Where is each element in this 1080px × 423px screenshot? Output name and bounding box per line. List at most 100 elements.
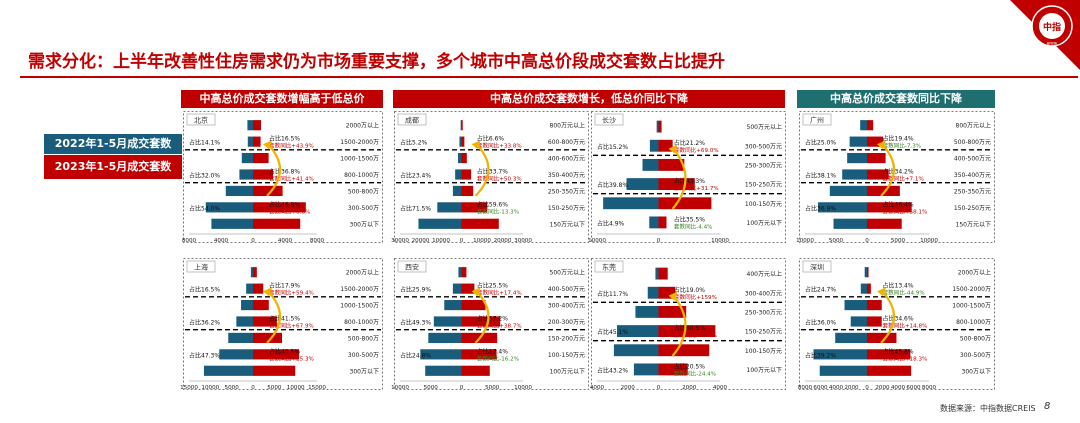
bar-2022	[437, 202, 462, 213]
section-header-1: 中高总价成交套数增幅高于低总价	[181, 90, 383, 108]
x-tick-label: 10000	[514, 385, 532, 391]
bar-2023	[461, 120, 463, 131]
trend-arrowhead	[877, 140, 886, 150]
share-2023: 占比34.6%	[883, 315, 914, 323]
chart-guangzhou: 广州 800万元以上 500-800万元 400-500万元 350-400万元 250-…	[796, 111, 995, 244]
city-tag	[802, 113, 832, 126]
category-label: 400万元以上	[747, 270, 782, 278]
bar-2023	[461, 267, 467, 278]
bar-2022	[455, 169, 462, 180]
category-label: 400-600万元	[548, 156, 585, 163]
bar-2023	[253, 218, 301, 229]
x-tick-label: 10000	[201, 385, 219, 391]
share-2022: 占比24.7%	[805, 286, 836, 294]
share-2023: 占比57.2%	[477, 315, 508, 323]
bar-2022	[864, 267, 867, 278]
share-2022: 占比36.0%	[805, 319, 836, 327]
trend-arrow	[671, 146, 687, 210]
share-2023: 占比21.2%	[674, 139, 705, 147]
share-2023: 占比45.8%	[883, 347, 914, 355]
x-tick-label: 2000	[621, 385, 636, 391]
category-label: 350-400万元	[548, 172, 585, 179]
bar-2022	[228, 332, 253, 344]
bar-2023	[867, 169, 889, 180]
bar-2022	[633, 363, 659, 376]
chart-xian: 西安 500万元以上 400-500万元 300-400万元 200-300万元 150-…	[391, 258, 589, 391]
category-label: 1000-1500万	[340, 156, 379, 163]
bar-2023	[461, 349, 497, 360]
category-label: 800万元以上	[956, 122, 991, 130]
share-2022: 占比45.1%	[597, 328, 628, 336]
share-2022: 占比32.0%	[189, 172, 220, 180]
bar-2022	[444, 299, 462, 311]
bar-2023	[867, 365, 912, 376]
panel-border	[394, 258, 589, 390]
category-label: 800万元以上	[550, 122, 585, 130]
share-2023: 占比60.5%	[674, 324, 705, 332]
x-tick-label: 5000	[267, 385, 282, 391]
bar-2023	[867, 316, 882, 327]
bar-2022	[649, 216, 659, 229]
city-tag	[594, 113, 624, 126]
share-2022: 占比54.0%	[189, 204, 220, 212]
x-tick-label: 0	[251, 385, 255, 391]
bar-2022	[420, 349, 462, 360]
bar-2023	[867, 218, 902, 229]
bar-2023	[658, 197, 712, 210]
bar-2022	[818, 202, 867, 213]
bar-2022	[849, 136, 867, 147]
bar-2023	[461, 218, 499, 229]
bar-2022	[616, 325, 659, 338]
x-tick-label: 4000	[214, 238, 229, 244]
trend-arrow	[880, 289, 895, 344]
yoy-change: 套数同比+17.4%	[477, 289, 522, 297]
bar-2023	[867, 152, 886, 164]
share-2022: 占比43.2%	[597, 366, 628, 374]
yoy-change: 套数同比+6.6%	[269, 207, 310, 215]
bar-2022	[433, 316, 462, 327]
bar-2023	[461, 283, 475, 294]
category-label: 150-250万元	[548, 205, 585, 212]
x-tick-label: 4000	[590, 385, 605, 391]
yoy-change: 套数同比+33.8%	[477, 142, 522, 150]
category-label: 250-300万元	[745, 162, 782, 169]
trend-arrow	[474, 289, 490, 344]
trend-arrow	[671, 293, 687, 357]
bar-2023	[461, 169, 472, 180]
bar-2022	[626, 178, 659, 191]
bar-2022	[219, 349, 253, 360]
title-divider	[20, 76, 1078, 78]
bar-2023	[867, 136, 884, 147]
share-2023: 占比43.3%	[674, 177, 705, 185]
x-tick-label: 10000	[473, 238, 491, 244]
x-tick-label: 2000	[844, 385, 859, 391]
yoy-change: 套数同比+159%	[674, 293, 717, 301]
bar-2022	[819, 365, 867, 376]
category-label: 800-1000万	[956, 319, 991, 326]
category-label: 1000-1500万	[952, 303, 991, 310]
bar-2023	[867, 332, 897, 344]
category-label: 800-1000万	[344, 172, 379, 179]
bar-2022	[211, 218, 253, 229]
bar-2022	[247, 136, 253, 147]
share-2022: 占比25.0%	[805, 139, 836, 147]
category-label: 500万元以上	[550, 269, 585, 277]
category-label: 500万元以上	[747, 123, 782, 131]
x-tick-label: 0	[657, 238, 661, 244]
x-tick-label: 5000	[829, 238, 844, 244]
x-tick-label: 10000	[391, 385, 409, 391]
bar-2023	[461, 136, 465, 147]
bar-2023	[658, 325, 716, 338]
svg-text:研究院: 研究院	[1047, 41, 1058, 46]
city-name: 成都	[405, 116, 419, 125]
bar-2023	[461, 202, 488, 213]
x-tick-label: 4000	[713, 385, 728, 391]
bar-2023	[658, 286, 676, 299]
category-label: 100-150万元	[548, 352, 585, 359]
trend-arrow	[266, 142, 281, 197]
x-tick-label: 6000	[813, 385, 828, 391]
bar-2022	[452, 185, 462, 197]
category-label: 150万元以下	[550, 221, 585, 228]
x-tick-label: 20000	[412, 238, 430, 244]
bar-2023	[253, 316, 277, 327]
